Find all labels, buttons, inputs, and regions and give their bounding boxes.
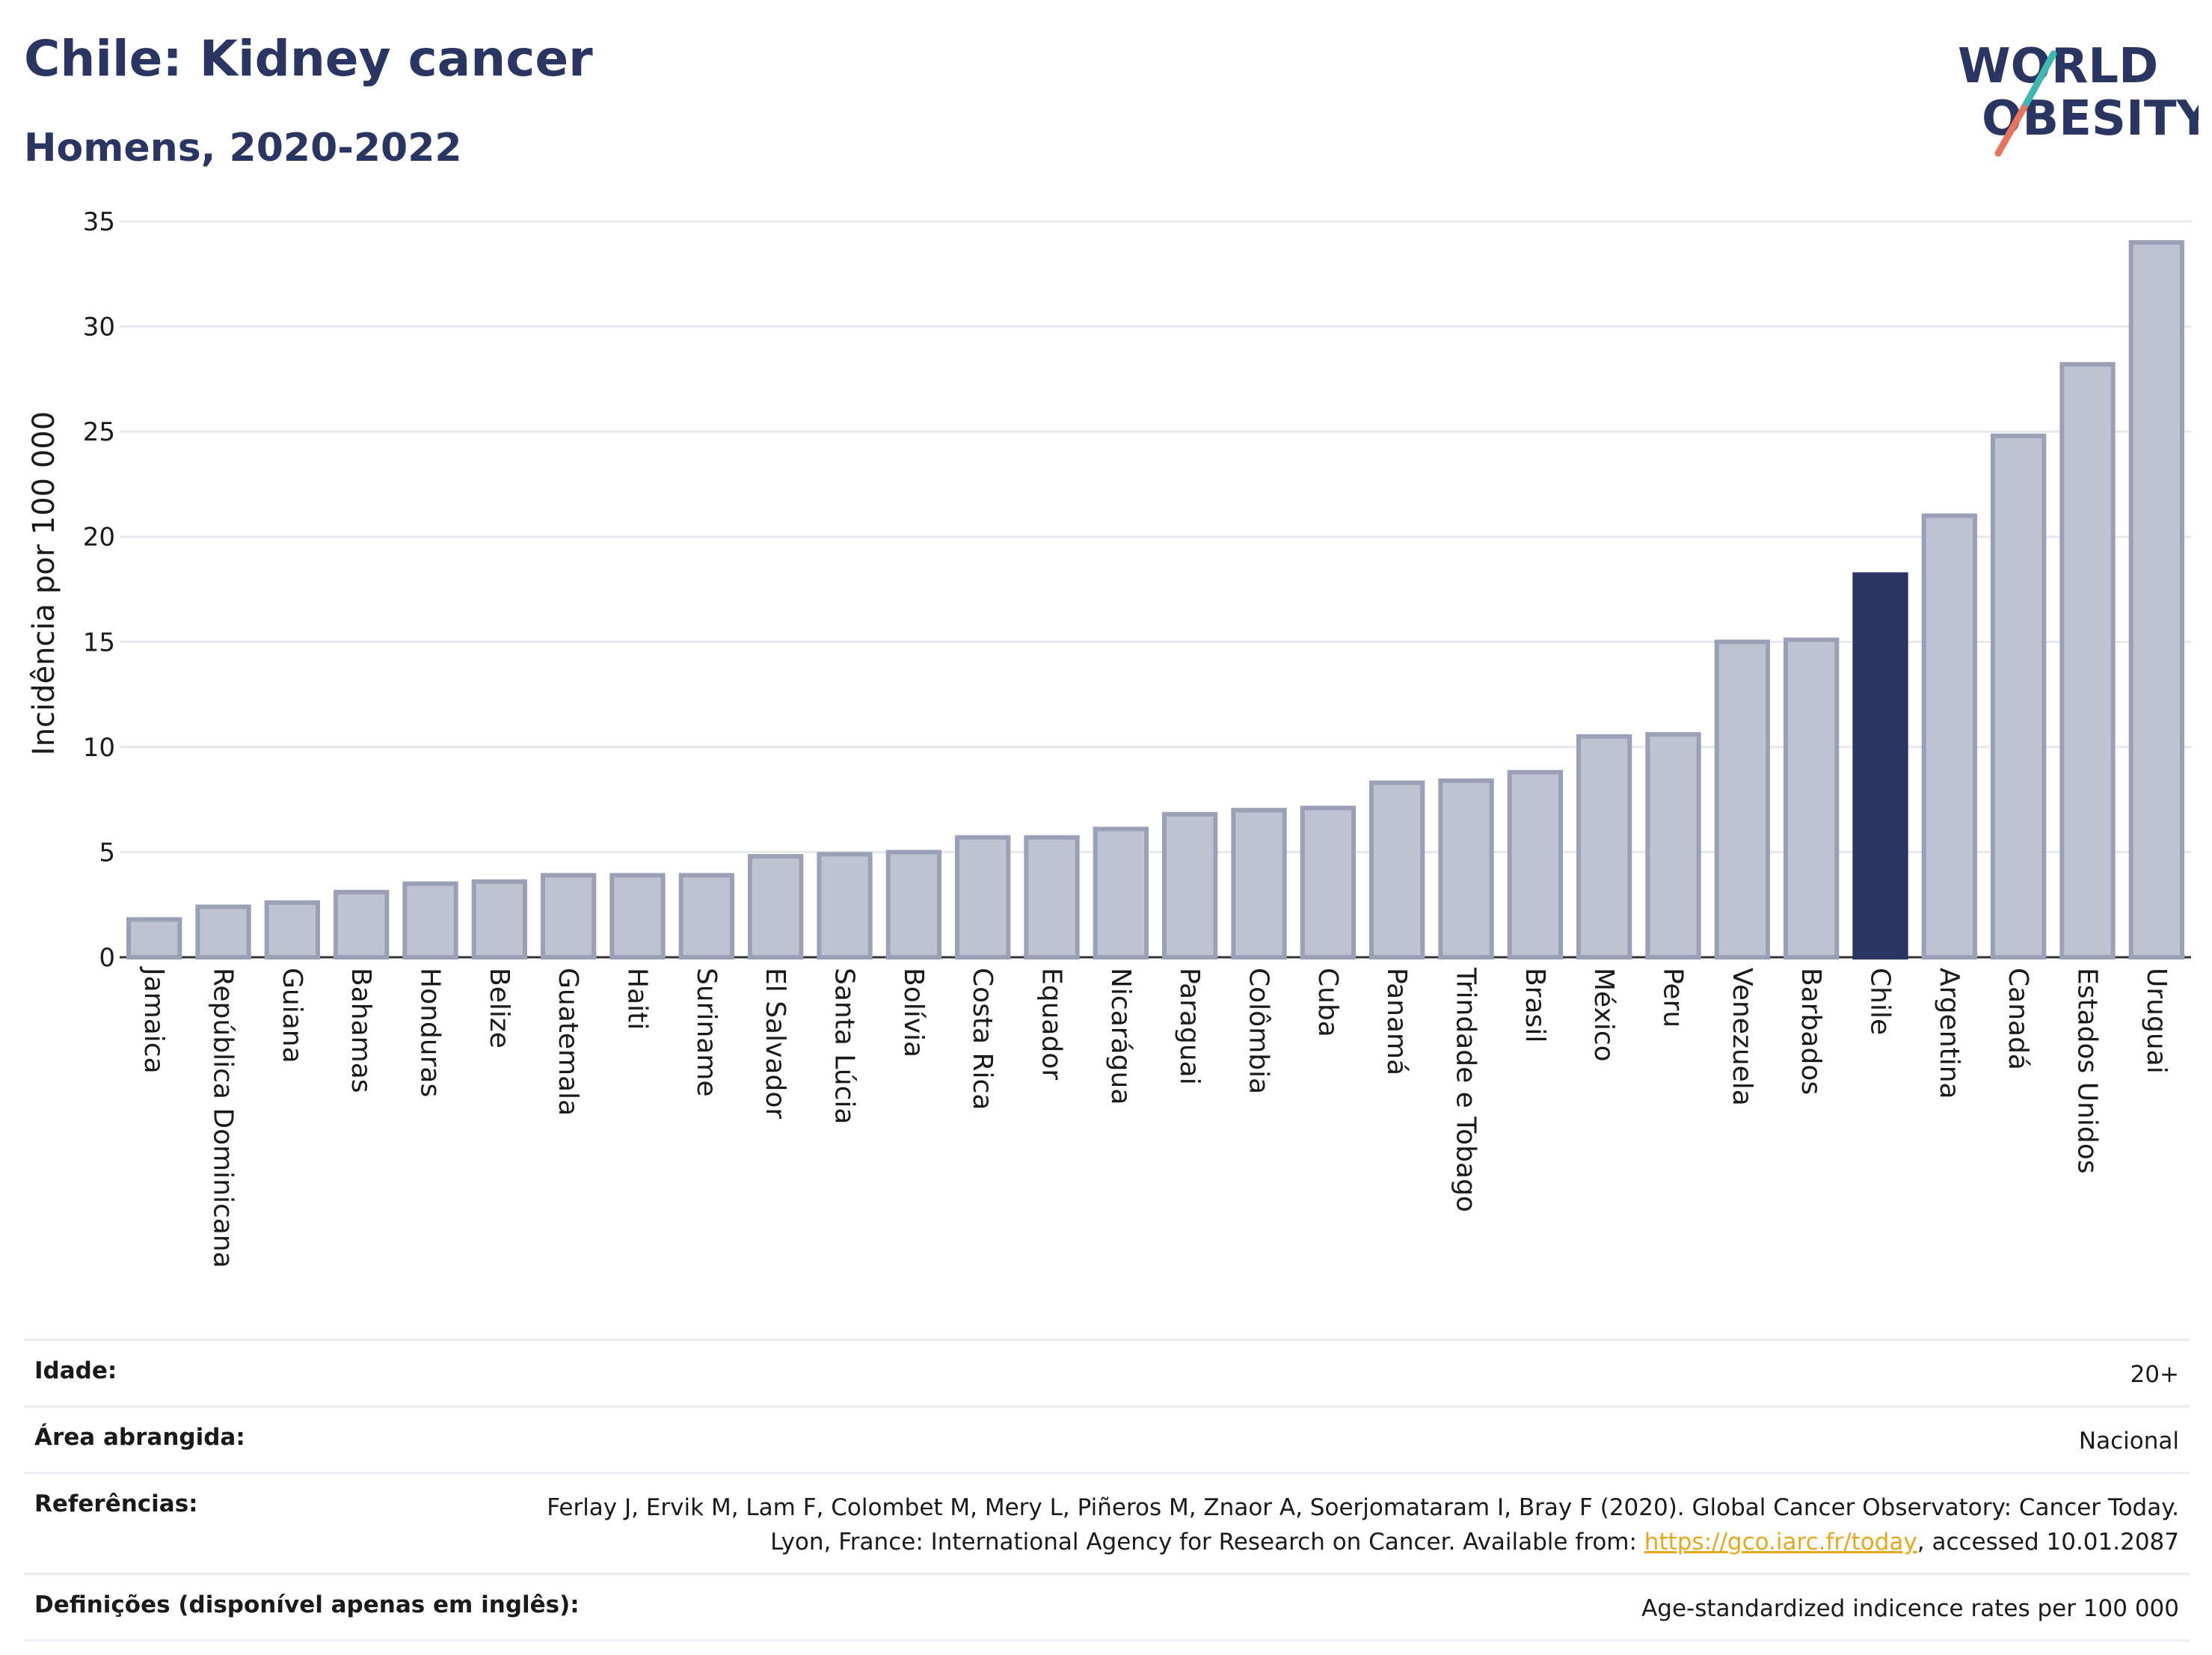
references-accessed: , accessed 10.01.2087	[1917, 1529, 2179, 1556]
y-tick-label: 30	[83, 313, 115, 343]
bar-peru	[1645, 731, 1701, 959]
bar-suriname	[678, 873, 734, 959]
chart-title: Chile: Kidney cancer	[24, 30, 593, 87]
x-tick-label: Panamá	[1381, 968, 1412, 1075]
bar-bolívia	[885, 850, 941, 960]
bar-guatemala	[541, 873, 597, 959]
y-tick-label: 20	[83, 523, 115, 553]
x-axis-ticks: Jamaica República Dominicana Guiana Bahamas…	[138, 966, 2172, 1268]
references-value: Ferlay J, Ervik M, Lam F, Colombet M, Me…	[489, 1490, 2179, 1559]
x-tick-label: Bahamas	[345, 968, 376, 1093]
bar-méxico	[1576, 734, 1632, 959]
x-tick-label: Argentina	[1934, 968, 1964, 1099]
y-tick-label: 5	[99, 838, 115, 868]
bar-brasil	[1507, 770, 1563, 959]
bars	[126, 240, 2184, 960]
bar-barbados	[1784, 637, 1840, 960]
meta-row-age: Idade: 20+	[24, 1339, 2190, 1405]
bar-haiti	[609, 873, 666, 959]
area-label: Área abrangida:	[34, 1424, 245, 1451]
y-axis-ticks: 0 5 10 15 20 25 30 35	[83, 207, 115, 973]
bar-cuba	[1300, 805, 1356, 959]
references-link[interactable]: https://gco.iarc.fr/today	[1644, 1529, 1917, 1556]
bar-bahamas	[334, 889, 390, 959]
bar-colômbia	[1231, 808, 1287, 959]
bar-jamaica	[126, 917, 182, 959]
x-tick-label: Guatemala	[553, 968, 583, 1116]
y-tick-label: 35	[83, 207, 115, 237]
x-tick-label: Suriname	[691, 968, 722, 1097]
meta-row-references: Referências: Ferlay J, Ervik M, Lam F, C…	[24, 1472, 2190, 1573]
x-tick-label: Honduras	[415, 968, 446, 1097]
x-tick-label: Belize	[484, 968, 514, 1048]
x-tick-label: República Dominicana	[208, 968, 239, 1268]
meta-row-area: Área abrangida: Nacional	[24, 1405, 2190, 1472]
bar-trindade-e-tobago	[1438, 778, 1494, 959]
x-tick-label: Paraguai	[1174, 968, 1205, 1085]
grid-lines	[120, 220, 2191, 959]
bar-costa-rica	[955, 835, 1011, 959]
metadata-table: Idade: 20+ Área abrangida: Nacional Refe…	[24, 1339, 2190, 1642]
x-tick-label: Brasil	[1520, 968, 1550, 1043]
x-tick-label: Nicarágua	[1105, 968, 1136, 1105]
x-tick-label: Santa Lúcia	[829, 968, 860, 1124]
x-tick-label: El Salvador	[760, 968, 790, 1119]
age-label: Idade:	[34, 1357, 117, 1384]
x-tick-label: Estados Unidos	[2072, 968, 2103, 1174]
references-label: Referências:	[34, 1490, 198, 1517]
logo-line1: WORLD	[1958, 39, 2158, 94]
bar-chart: 0 5 10 15 20 25 30 35 Jamaica República Dominica…	[27, 207, 2191, 1268]
x-tick-label: Colômbia	[1244, 968, 1274, 1094]
x-tick-label: Canadá	[2003, 968, 2033, 1070]
references-text: Ferlay J, Ervik M, Lam F, Colombet M, Me…	[547, 1494, 2179, 1556]
x-tick-label: Bolívia	[898, 968, 929, 1057]
bar-uruguai	[2128, 240, 2184, 960]
y-tick-label: 10	[83, 733, 115, 763]
x-tick-label: Uruguai	[2141, 968, 2172, 1074]
x-tick-label: Venezuela	[1727, 968, 1757, 1106]
meta-row-definitions: Definições (disponível apenas em inglês)…	[24, 1573, 2190, 1642]
x-tick-label: Trindade e Tobago	[1451, 967, 1481, 1212]
age-value: 20+	[2130, 1361, 2179, 1388]
bar-estados-unidos	[2059, 362, 2116, 960]
x-tick-label: México	[1588, 968, 1619, 1062]
bar-chile	[1852, 572, 1908, 959]
bar-república-dominicana	[195, 904, 251, 960]
x-tick-label: Cuba	[1312, 968, 1343, 1037]
bar-equador	[1024, 835, 1080, 959]
bar-guiana	[264, 900, 320, 959]
world-obesity-logo: WORLD OBESITY	[1958, 39, 2199, 157]
definitions-value: Age-standardized indicence rates per 100…	[1641, 1595, 2179, 1622]
bar-venezuela	[1714, 639, 1770, 959]
bar-argentina	[1921, 513, 1977, 959]
x-tick-label: Chile	[1865, 968, 1896, 1035]
x-tick-label: Costa Rica	[967, 968, 998, 1110]
bar-el-salvador	[748, 854, 804, 959]
bar-belize	[471, 879, 527, 959]
x-tick-label: Haiti	[622, 968, 653, 1030]
y-axis-label: Incidência por 100 000	[27, 411, 61, 755]
definitions-label: Definições (disponível apenas em inglês)…	[34, 1591, 580, 1618]
y-tick-label: 15	[83, 627, 115, 657]
area-value: Nacional	[2078, 1428, 2179, 1455]
y-tick-label: 0	[99, 943, 115, 973]
x-tick-label: Peru	[1658, 968, 1689, 1028]
chart-subtitle: Homens, 2020-2022	[24, 126, 462, 171]
bar-canadá	[1991, 433, 2047, 959]
bar-nicarágua	[1093, 826, 1149, 959]
x-tick-label: Jamaica	[138, 966, 169, 1074]
x-tick-label: Equador	[1036, 968, 1067, 1080]
bar-honduras	[402, 881, 458, 959]
y-tick-label: 25	[83, 417, 115, 447]
bar-panamá	[1369, 780, 1425, 960]
bar-paraguai	[1162, 811, 1218, 960]
x-tick-label: Guiana	[277, 968, 307, 1063]
x-tick-label: Barbados	[1795, 968, 1826, 1095]
bar-santa-lúcia	[817, 852, 873, 959]
